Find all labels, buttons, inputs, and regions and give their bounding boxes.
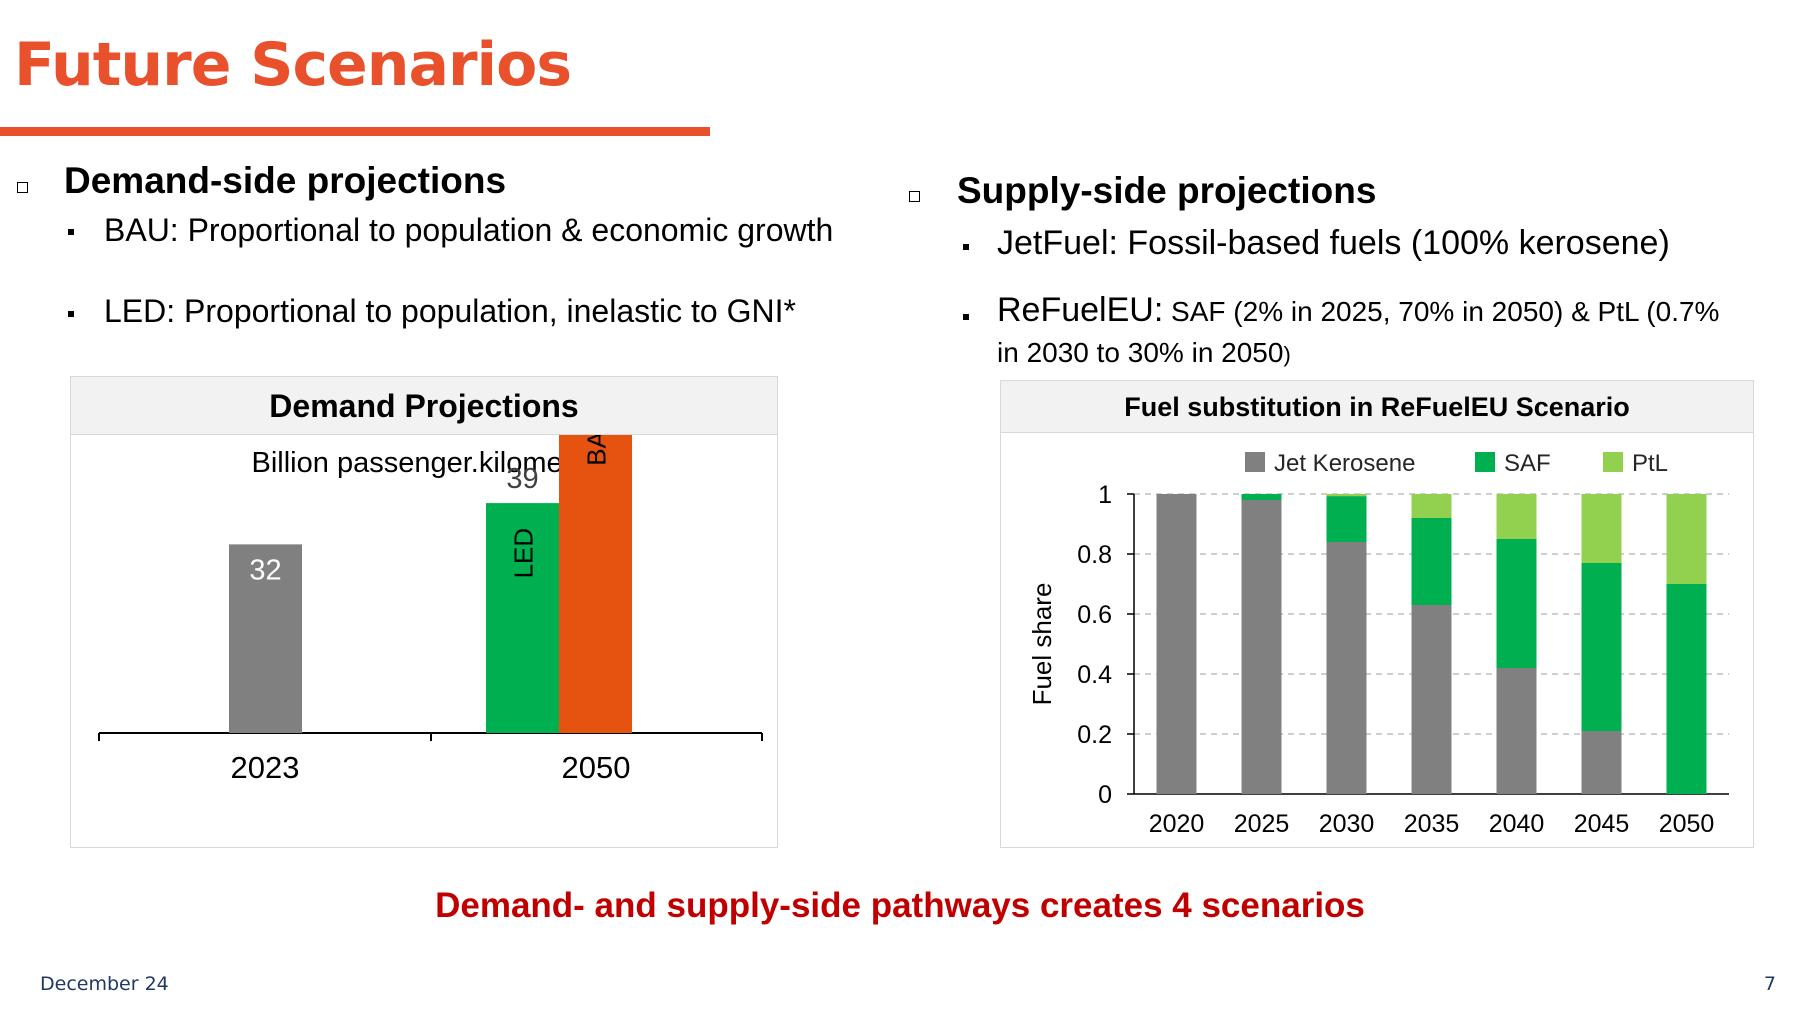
bullet-icon	[68, 311, 74, 317]
demand-chart: 202320503239LED57BAU	[98, 435, 763, 785]
data-label: 39	[506, 463, 538, 495]
refueleu-detail: SAF (2% in 2025, 70% in 2050) & PtL (0.7…	[1163, 296, 1720, 327]
bar-segment-ptl-2050	[1666, 494, 1707, 584]
title-underline	[0, 127, 710, 136]
footer-date: December 24	[40, 973, 169, 995]
x-tick-label-2023: 2023	[231, 750, 300, 785]
page-title: Future Scenarios	[14, 30, 572, 100]
bar-segment-ptl-2040	[1496, 494, 1537, 539]
bar-segment-ptl-2035	[1411, 494, 1452, 518]
bar-2023	[229, 544, 302, 733]
bar-segment-saf-2045	[1581, 563, 1622, 731]
bar-segment-saf-2025	[1241, 494, 1282, 500]
y-tick-label: 0.6	[1077, 601, 1112, 629]
legend-label-jet-kerosene: Jet Kerosene	[1274, 450, 1415, 477]
fuel-chart: 0 0.2 0.4 0.6 0.8 1 Fuel share 2020 2025 2030 2035…	[1027, 450, 1729, 838]
refueleu-detail-line2: in 2030 to 30% in 2050	[997, 337, 1284, 368]
page-number: 7	[1763, 973, 1776, 995]
bar-segment-jet-kerosene-2040	[1496, 668, 1537, 794]
bullet-icon	[963, 314, 969, 320]
legend-swatch-saf	[1475, 452, 1495, 472]
bullet-icon	[963, 244, 969, 250]
legend-label-saf: SAF	[1504, 450, 1551, 477]
supply-bullet-refueleu: ReFuelEU: SAF (2% in 2025, 70% in 2050) …	[997, 291, 1719, 330]
supply-bullet-jetfuel: JetFuel: Fossil-based fuels (100% kerose…	[997, 224, 1670, 262]
fuel-chart-title: Fuel substitution in ReFuelEU Scenario	[1001, 381, 1753, 433]
refueleu-close: )	[1283, 342, 1291, 367]
x-tick-label-2050: 2050	[562, 750, 631, 785]
refueleu-lead: ReFuelEU:	[997, 291, 1164, 329]
bar-segment-jet-kerosene-2030	[1326, 542, 1367, 794]
bar-2050-led	[486, 503, 559, 733]
bar-series-label-led: LED	[509, 528, 539, 579]
bar-segment-saf-2040	[1496, 539, 1537, 668]
demand-bullet-led: LED: Proportional to population, inelast…	[104, 293, 796, 329]
x-tick-label-2035: 2035	[1404, 810, 1460, 838]
x-tick-label-2020: 2020	[1149, 810, 1205, 838]
x-tick-label-2050: 2050	[1659, 810, 1715, 838]
legend-swatch-jet-kerosene	[1245, 452, 1265, 472]
x-tick-label-2045: 2045	[1574, 810, 1630, 838]
checkbox-bullet-icon	[17, 182, 28, 193]
demand-chart-subtitle: Billion passenger.kilometre	[251, 447, 597, 479]
y-axis-label: Fuel share	[1027, 583, 1057, 706]
y-tick-label: 0.4	[1077, 661, 1112, 689]
bar-segment-jet-kerosene-2035	[1411, 605, 1452, 794]
checkbox-bullet-icon	[909, 191, 920, 202]
bar-series-label-bau: BAU	[582, 435, 612, 466]
demand-heading: Demand-side projections	[64, 160, 507, 201]
fuel-chart-panel: Fuel substitution in ReFuelEU Scenario 0…	[1000, 380, 1754, 848]
bar-segment-saf-2035	[1411, 518, 1452, 605]
bar-segment-saf-2050	[1666, 584, 1707, 794]
bar-segment-saf-2030	[1326, 496, 1367, 542]
y-tick-label: 1	[1098, 481, 1112, 509]
bar-segment-jet-kerosene-2020	[1156, 494, 1197, 794]
bar-segment-ptl-2030	[1326, 494, 1367, 497]
y-tick-label: 0.2	[1077, 721, 1112, 749]
x-tick-label-2030: 2030	[1319, 810, 1375, 838]
demand-chart-title: Demand Projections	[71, 377, 777, 435]
bar-segment-jet-kerosene-2045	[1581, 731, 1622, 794]
data-label: 32	[249, 554, 281, 586]
x-tick-label-2040: 2040	[1489, 810, 1545, 838]
legend-label-ptl: PtL	[1632, 450, 1668, 477]
bar-2050-bau	[559, 435, 632, 733]
bar-segment-ptl-2045	[1581, 494, 1622, 563]
demand-chart-panel: Demand Projections Billion passenger.kil…	[70, 376, 778, 848]
conclusion-text: Demand- and supply-side pathways creates…	[435, 886, 1365, 925]
bar-segment-jet-kerosene-2025	[1241, 500, 1282, 794]
legend-swatch-ptl	[1603, 452, 1623, 472]
supply-heading: Supply-side projections	[957, 170, 1377, 211]
x-tick-label-2025: 2025	[1234, 810, 1290, 838]
bullet-icon	[68, 229, 74, 235]
y-tick-label: 0.8	[1077, 541, 1112, 569]
demand-bullet-bau: BAU: Proportional to population & econom…	[104, 212, 834, 248]
supply-bullet-refueleu-line2: in 2030 to 30% in 2050)	[997, 337, 1291, 369]
y-tick-label: 0	[1098, 781, 1112, 809]
